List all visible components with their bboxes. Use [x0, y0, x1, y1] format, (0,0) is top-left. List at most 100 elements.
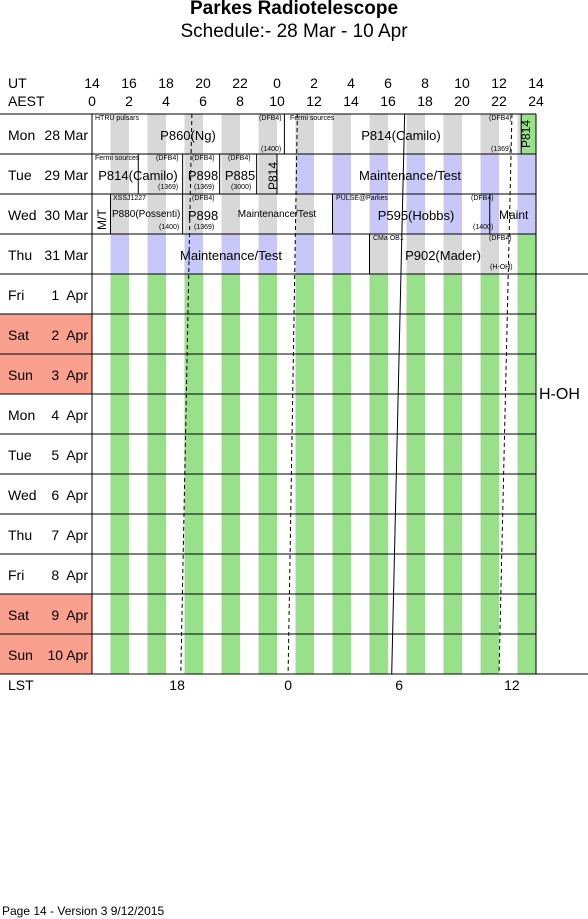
hour-stripe — [369, 274, 388, 314]
lst-line — [498, 113, 513, 675]
hour-stripe — [295, 274, 314, 314]
program-receiver: (DFB4) — [489, 235, 512, 242]
hour-stripe — [295, 114, 314, 154]
hour-stripe — [332, 154, 351, 194]
hour-stripe — [184, 274, 203, 314]
lst-line — [180, 113, 193, 675]
program-freq: (1369) — [158, 184, 179, 191]
hour-stripe — [295, 394, 314, 434]
hour-stripe — [517, 594, 536, 634]
hour-stripe — [110, 354, 129, 394]
hour-stripe — [406, 554, 425, 594]
hour-stripe — [221, 114, 240, 154]
program-project: XSSJ1227 — [113, 195, 147, 202]
hour-stripe — [221, 314, 240, 354]
hour-stripe — [480, 434, 499, 474]
hour-stripe — [221, 474, 240, 514]
day-of-week: Sun — [8, 647, 33, 663]
program-p880: P880(Possenti) — [112, 209, 181, 220]
hour-stripe — [258, 514, 277, 554]
program-receiver: (DFB4) — [489, 115, 512, 122]
weekend-shade — [0, 314, 92, 354]
hour-stripe — [221, 394, 240, 434]
h-oh-label: H-OH — [539, 386, 580, 403]
ut-tick: 4 — [347, 75, 355, 91]
hour-stripe — [332, 274, 351, 314]
hour-stripe — [406, 354, 425, 394]
hour-stripe — [517, 554, 536, 594]
hour-stripe — [443, 114, 462, 154]
hour-stripe — [184, 514, 203, 554]
hour-stripe — [443, 634, 462, 674]
day-date: 2 Apr — [51, 327, 88, 343]
day-of-week: Tue — [8, 167, 32, 183]
hour-stripe — [406, 154, 425, 194]
hour-stripe — [184, 194, 203, 234]
hour-stripe — [147, 514, 166, 554]
program-freq: (1369) — [491, 146, 512, 153]
aest-tick: 2 — [125, 93, 133, 109]
hour-stripe — [332, 514, 351, 554]
hour-stripe — [147, 354, 166, 394]
hour-stripe — [221, 194, 240, 234]
day-of-week: Fri — [8, 567, 25, 583]
hour-stripe — [517, 514, 536, 554]
hour-stripe — [517, 474, 536, 514]
day-date: 29 Mar — [44, 167, 88, 183]
hour-stripe — [480, 114, 499, 154]
aest-tick: 18 — [417, 93, 433, 109]
day-of-week: Tue — [8, 447, 32, 463]
hour-stripe — [332, 314, 351, 354]
hour-stripe — [110, 274, 129, 314]
hour-stripe — [110, 114, 129, 154]
hour-stripe — [480, 594, 499, 634]
aest-tick: 20 — [454, 93, 470, 109]
day-of-week: Thu — [8, 247, 33, 263]
hour-stripe — [406, 234, 425, 274]
program-freq: (H-OH) — [490, 264, 513, 271]
aest-tick: 12 — [306, 93, 322, 109]
aest-tick: 16 — [380, 93, 396, 109]
ut-tick: 20 — [195, 75, 211, 91]
ut-tick: 8 — [421, 75, 429, 91]
hour-stripe — [369, 474, 388, 514]
program-project: CMa OB1 — [373, 235, 404, 242]
day-date: 30 Mar — [44, 207, 88, 223]
program-p595: P595(Hobbs) — [377, 208, 455, 223]
lst-tick: 12 — [504, 677, 520, 693]
program-p814: P814(Camilo) — [361, 128, 441, 143]
day-of-week: Sat — [8, 607, 30, 623]
hour-stripe — [221, 634, 240, 674]
ut-label: UT — [8, 75, 27, 91]
ut-tick: 0 — [273, 75, 281, 91]
hour-stripe — [406, 114, 425, 154]
hour-stripe — [184, 354, 203, 394]
hour-stripe — [147, 154, 166, 194]
hour-stripe — [480, 634, 499, 674]
day-of-week: Sun — [8, 367, 33, 383]
hour-stripe — [332, 554, 351, 594]
hour-stripe — [221, 554, 240, 594]
hour-stripe — [369, 514, 388, 554]
day-of-week: Fri — [8, 287, 25, 303]
hour-stripe — [480, 314, 499, 354]
hour-stripe — [517, 194, 536, 234]
hour-stripe — [221, 434, 240, 474]
hour-stripe — [184, 634, 203, 674]
hour-stripe — [517, 354, 536, 394]
day-date: 3 Apr — [51, 367, 88, 383]
hour-stripe — [443, 514, 462, 554]
hour-stripe — [369, 594, 388, 634]
program-p902: P902(Mader) — [405, 248, 481, 263]
lst-label: LST — [8, 677, 34, 693]
hour-stripe — [443, 434, 462, 474]
hour-stripe — [517, 634, 536, 674]
hour-stripe — [295, 434, 314, 474]
page-title: Parkes Radiotelescope — [189, 0, 399, 19]
hour-stripe — [184, 114, 203, 154]
day-date: 9 Apr — [51, 607, 88, 623]
hour-stripe — [110, 514, 129, 554]
hour-stripe — [258, 274, 277, 314]
hour-stripe — [406, 634, 425, 674]
